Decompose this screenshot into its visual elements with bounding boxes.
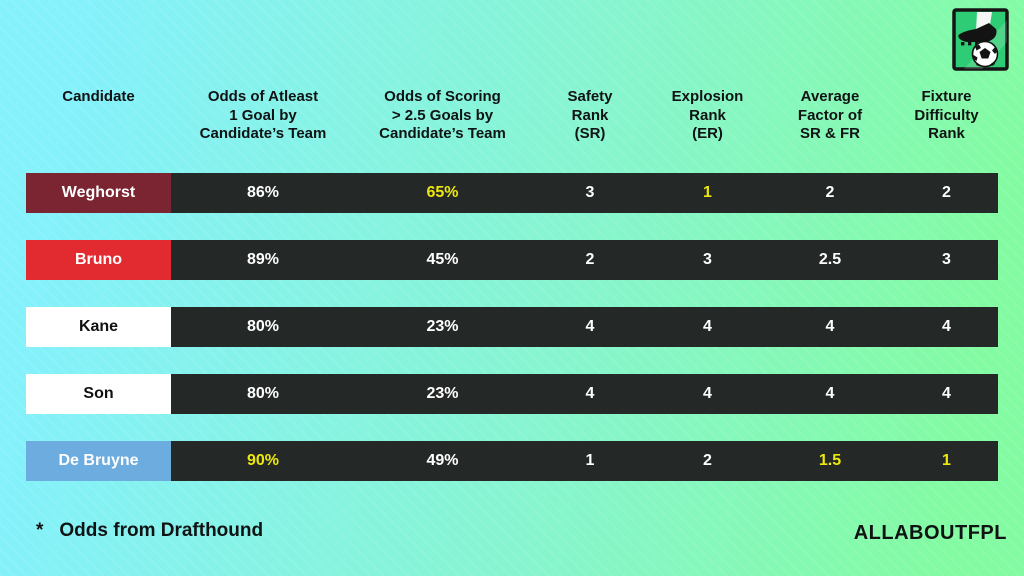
value-cell-average-factor: 4	[765, 307, 895, 347]
value-cell-odds-1-goal: 86%	[171, 173, 355, 213]
candidate-cell: Kane	[26, 307, 171, 347]
value-cell-odds-2-5-goals: 49%	[355, 441, 530, 481]
value-cell-odds-2-5-goals: 45%	[355, 240, 530, 280]
candidate-cell: Weghorst	[26, 173, 171, 213]
footnote-asterisk: *	[36, 520, 44, 541]
column-header-fixture-difficulty: Fixture Difficulty Rank	[914, 88, 979, 142]
brand-wordmark: ALLABOUTFPL	[853, 522, 1007, 544]
footnote-text: Odds from Drafthound	[59, 520, 264, 541]
candidate-cell: Son	[26, 374, 171, 414]
candidate-cell: De Bruyne	[26, 441, 171, 481]
value-cell-odds-1-goal: 90%	[171, 441, 355, 481]
table-header-row: Candidate Odds of Atleast 1 Goal by Cand…	[26, 88, 998, 144]
column-header-explosion-rank: Explosion Rank (ER)	[671, 88, 744, 142]
value-cell-average-factor: 1.5	[765, 441, 895, 481]
table-body: Weghorst 86% 65% 3 1 2 2 Bruno 89% 45% 2…	[26, 173, 998, 508]
value-cell-explosion-rank: 3	[650, 240, 765, 280]
value-cell-fixture-difficulty: 1	[895, 441, 998, 481]
value-cell-odds-2-5-goals: 23%	[355, 307, 530, 347]
value-cell-average-factor: 2.5	[765, 240, 895, 280]
column-header-candidate: Candidate	[62, 88, 135, 105]
value-cell-average-factor: 2	[765, 173, 895, 213]
value-cell-safety-rank: 4	[530, 307, 650, 347]
table-row-bruno: Bruno 89% 45% 2 3 2.5 3	[26, 240, 998, 280]
value-cell-fixture-difficulty: 4	[895, 374, 998, 414]
candidate-cell: Bruno	[26, 240, 171, 280]
table-row-kane: Kane 80% 23% 4 4 4 4	[26, 307, 998, 347]
value-cell-fixture-difficulty: 4	[895, 307, 998, 347]
value-cell-safety-rank: 1	[530, 441, 650, 481]
value-cell-safety-rank: 3	[530, 173, 650, 213]
table-row-son: Son 80% 23% 4 4 4 4	[26, 374, 998, 414]
value-cell-explosion-rank: 4	[650, 307, 765, 347]
value-cell-odds-1-goal: 80%	[171, 374, 355, 414]
value-cell-odds-1-goal: 89%	[171, 240, 355, 280]
value-cell-fixture-difficulty: 2	[895, 173, 998, 213]
table-row-weghorst: Weghorst 86% 65% 3 1 2 2	[26, 173, 998, 213]
column-header-odds-2-5-goals: Odds of Scoring > 2.5 Goals by Candidate…	[379, 88, 506, 142]
column-header-safety-rank: Safety Rank (SR)	[567, 88, 613, 142]
value-cell-odds-2-5-goals: 65%	[355, 173, 530, 213]
value-cell-fixture-difficulty: 3	[895, 240, 998, 280]
footnote: * Odds from Drafthound	[36, 520, 263, 542]
value-cell-odds-2-5-goals: 23%	[355, 374, 530, 414]
table-row-de-bruyne: De Bruyne 90% 49% 1 2 1.5 1	[26, 441, 998, 481]
value-cell-safety-rank: 2	[530, 240, 650, 280]
value-cell-explosion-rank: 2	[650, 441, 765, 481]
value-cell-average-factor: 4	[765, 374, 895, 414]
column-header-odds-1-goal: Odds of Atleast 1 Goal by Candidate’s Te…	[199, 88, 327, 142]
value-cell-odds-1-goal: 80%	[171, 307, 355, 347]
value-cell-explosion-rank: 1	[650, 173, 765, 213]
value-cell-explosion-rank: 4	[650, 374, 765, 414]
boot-ball-logo-icon	[952, 8, 1009, 71]
column-header-average-factor: Average Factor of SR & FR	[797, 88, 863, 142]
value-cell-safety-rank: 4	[530, 374, 650, 414]
